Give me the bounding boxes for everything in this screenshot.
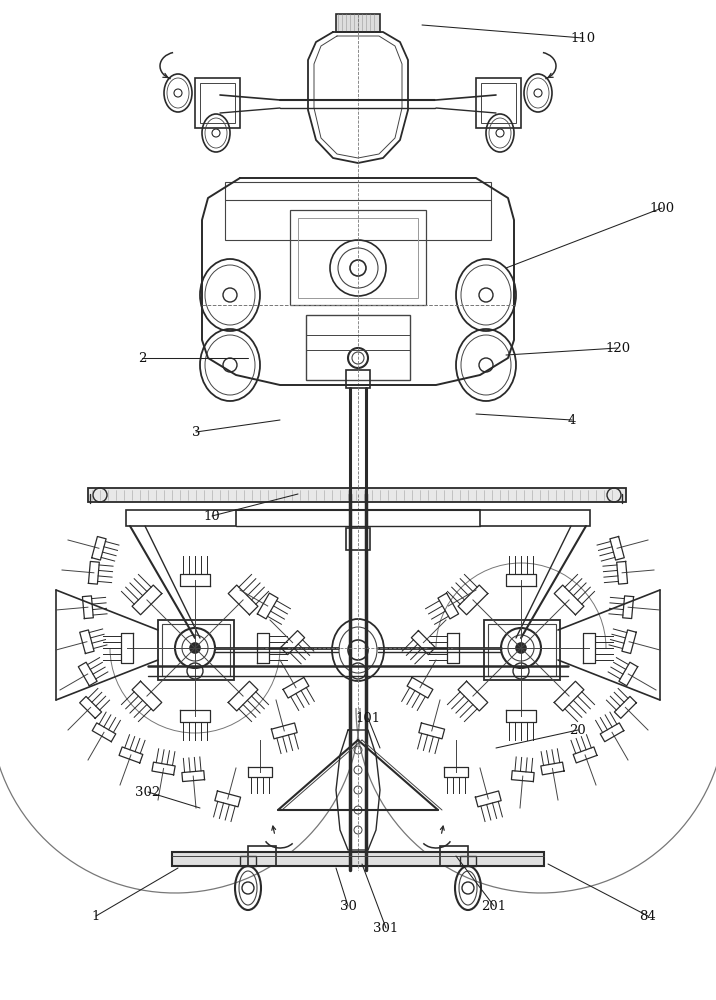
Text: 1: 1 bbox=[92, 910, 100, 922]
Bar bbox=[460, 856, 476, 866]
Bar bbox=[480, 510, 590, 526]
Bar bbox=[484, 620, 560, 680]
Bar bbox=[346, 370, 370, 388]
Bar bbox=[488, 624, 556, 676]
Text: 100: 100 bbox=[649, 202, 674, 215]
Text: 110: 110 bbox=[571, 31, 596, 44]
Bar bbox=[290, 210, 426, 305]
Bar bbox=[481, 83, 516, 123]
Text: 3: 3 bbox=[192, 426, 200, 438]
Bar bbox=[200, 83, 235, 123]
Text: 30: 30 bbox=[339, 900, 357, 912]
Bar bbox=[248, 846, 276, 866]
Bar bbox=[158, 620, 234, 680]
Text: 201: 201 bbox=[481, 900, 506, 912]
Bar bbox=[346, 528, 370, 550]
Bar bbox=[476, 78, 521, 128]
Bar bbox=[162, 624, 230, 676]
Text: 301: 301 bbox=[373, 922, 399, 934]
Text: 2: 2 bbox=[137, 352, 146, 364]
Bar bbox=[240, 856, 256, 866]
Bar bbox=[306, 315, 410, 380]
Bar bbox=[298, 218, 418, 298]
Circle shape bbox=[516, 643, 526, 653]
Bar bbox=[172, 852, 544, 866]
Text: 302: 302 bbox=[135, 786, 160, 798]
Bar bbox=[195, 78, 240, 128]
Bar bbox=[225, 182, 491, 240]
Text: 4: 4 bbox=[568, 414, 576, 426]
Text: 101: 101 bbox=[355, 712, 381, 724]
Text: 84: 84 bbox=[639, 910, 657, 922]
Text: 10: 10 bbox=[203, 510, 221, 522]
Text: 120: 120 bbox=[606, 342, 631, 355]
Bar bbox=[126, 510, 236, 526]
Bar bbox=[336, 14, 380, 32]
Bar bbox=[88, 488, 626, 502]
Bar bbox=[440, 846, 468, 866]
Text: 20: 20 bbox=[570, 724, 586, 736]
Circle shape bbox=[190, 643, 200, 653]
